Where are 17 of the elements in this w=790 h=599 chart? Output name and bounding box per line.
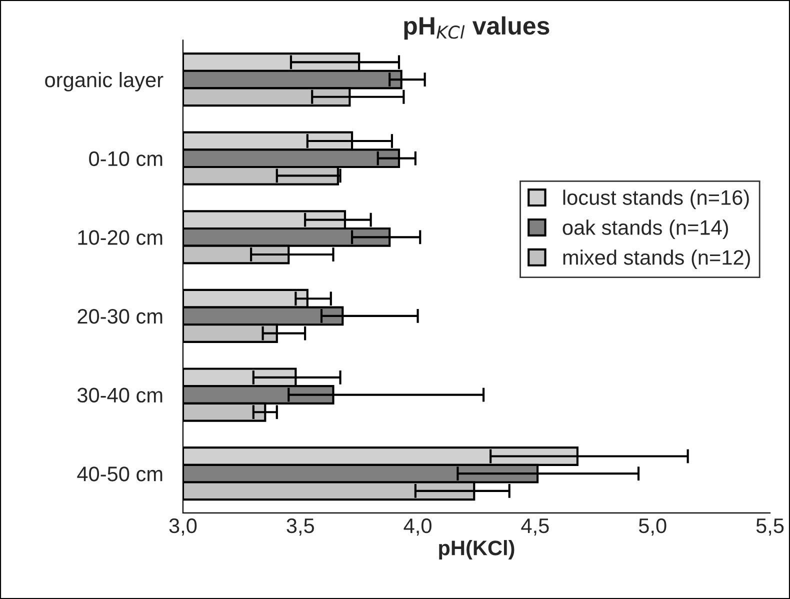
legend-label: locust stands (n=16) bbox=[563, 190, 749, 210]
x-tick-label: 3,5 bbox=[286, 518, 314, 536]
x-tick-label: 3,0 bbox=[169, 518, 197, 536]
x-tick-label: 5,0 bbox=[638, 518, 666, 536]
legend-label: mixed stands (n=12) bbox=[563, 250, 750, 269]
legend-label: oak stands (n=14) bbox=[562, 220, 728, 240]
x-axis-title: pH(KCl) bbox=[439, 540, 514, 560]
y-tick-label: 20-30 cm bbox=[78, 308, 162, 324]
x-tick-label: 5,5 bbox=[756, 518, 784, 536]
y-tick-label: 30-40 cm bbox=[77, 388, 162, 403]
y-tick-label: 40-50 cm bbox=[77, 466, 162, 482]
x-tick-label: 4,5 bbox=[521, 518, 549, 536]
chart-title: pH$_{KCl}$ values bbox=[404, 16, 550, 40]
y-tick-label: organic layer bbox=[45, 72, 164, 92]
x-tick-label: 4,0 bbox=[404, 518, 432, 536]
y-tick-label: 0-10 cm bbox=[89, 151, 162, 166]
y-tick-label: 10-20 cm bbox=[78, 230, 162, 245]
